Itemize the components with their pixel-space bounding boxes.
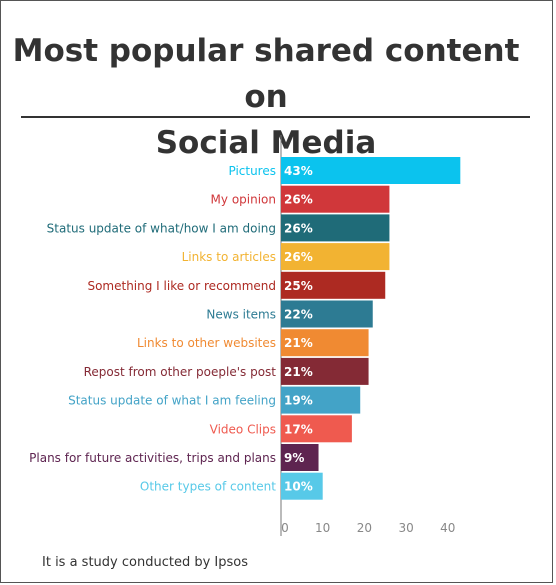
source-note: It is a study conducted by Ipsos <box>42 555 248 570</box>
data-label: 26% <box>284 250 313 264</box>
x-tick-label: 40 <box>440 521 455 535</box>
bar <box>281 386 361 414</box>
category-label: Something I like or recommend <box>87 279 276 293</box>
category-label: Links to other websites <box>137 336 276 350</box>
bar <box>281 415 352 443</box>
data-label: 26% <box>284 193 313 207</box>
x-tick-label: 10 <box>315 521 330 535</box>
category-label: Plans for future activities, trips and p… <box>29 451 276 465</box>
data-label: 25% <box>284 279 313 293</box>
bar <box>281 157 461 184</box>
chart-title: Most popular shared content on Social Me… <box>0 28 532 166</box>
data-label: 10% <box>284 480 313 494</box>
category-label: Status update of what I am feeling <box>68 394 276 408</box>
x-tick-label: 30 <box>398 521 413 535</box>
category-label: My opinion <box>211 193 276 207</box>
data-label: 19% <box>284 394 313 408</box>
data-label: 21% <box>284 365 313 379</box>
category-label: News items <box>206 308 276 322</box>
chart-title-line1: Most popular shared content on <box>12 33 520 115</box>
bar <box>281 185 390 213</box>
bar <box>281 357 369 385</box>
category-label: Repost from other poeple's post <box>84 365 277 379</box>
data-label: 21% <box>284 336 313 350</box>
category-label: Other types of content <box>140 480 276 494</box>
bar <box>281 243 390 271</box>
bar <box>281 329 369 357</box>
category-label: Status update of what/how I am doing <box>47 221 276 235</box>
data-label: 26% <box>284 221 313 235</box>
bar <box>281 214 390 242</box>
data-label: 17% <box>284 422 313 436</box>
category-label: Video Clips <box>210 422 276 436</box>
data-label: 9% <box>284 451 304 465</box>
data-label: 22% <box>284 308 313 322</box>
bar <box>281 444 319 471</box>
category-label: Links to articles <box>182 250 276 264</box>
chart-title-line2: Social Media <box>155 125 377 161</box>
bar <box>281 271 386 299</box>
x-tick-label: 20 <box>357 521 372 535</box>
title-divider <box>21 116 530 118</box>
x-tick-label: 0 <box>281 521 289 535</box>
data-label: 43% <box>284 164 313 178</box>
bar <box>281 300 373 328</box>
bar <box>281 472 323 500</box>
category-label: Pictures <box>228 164 276 178</box>
